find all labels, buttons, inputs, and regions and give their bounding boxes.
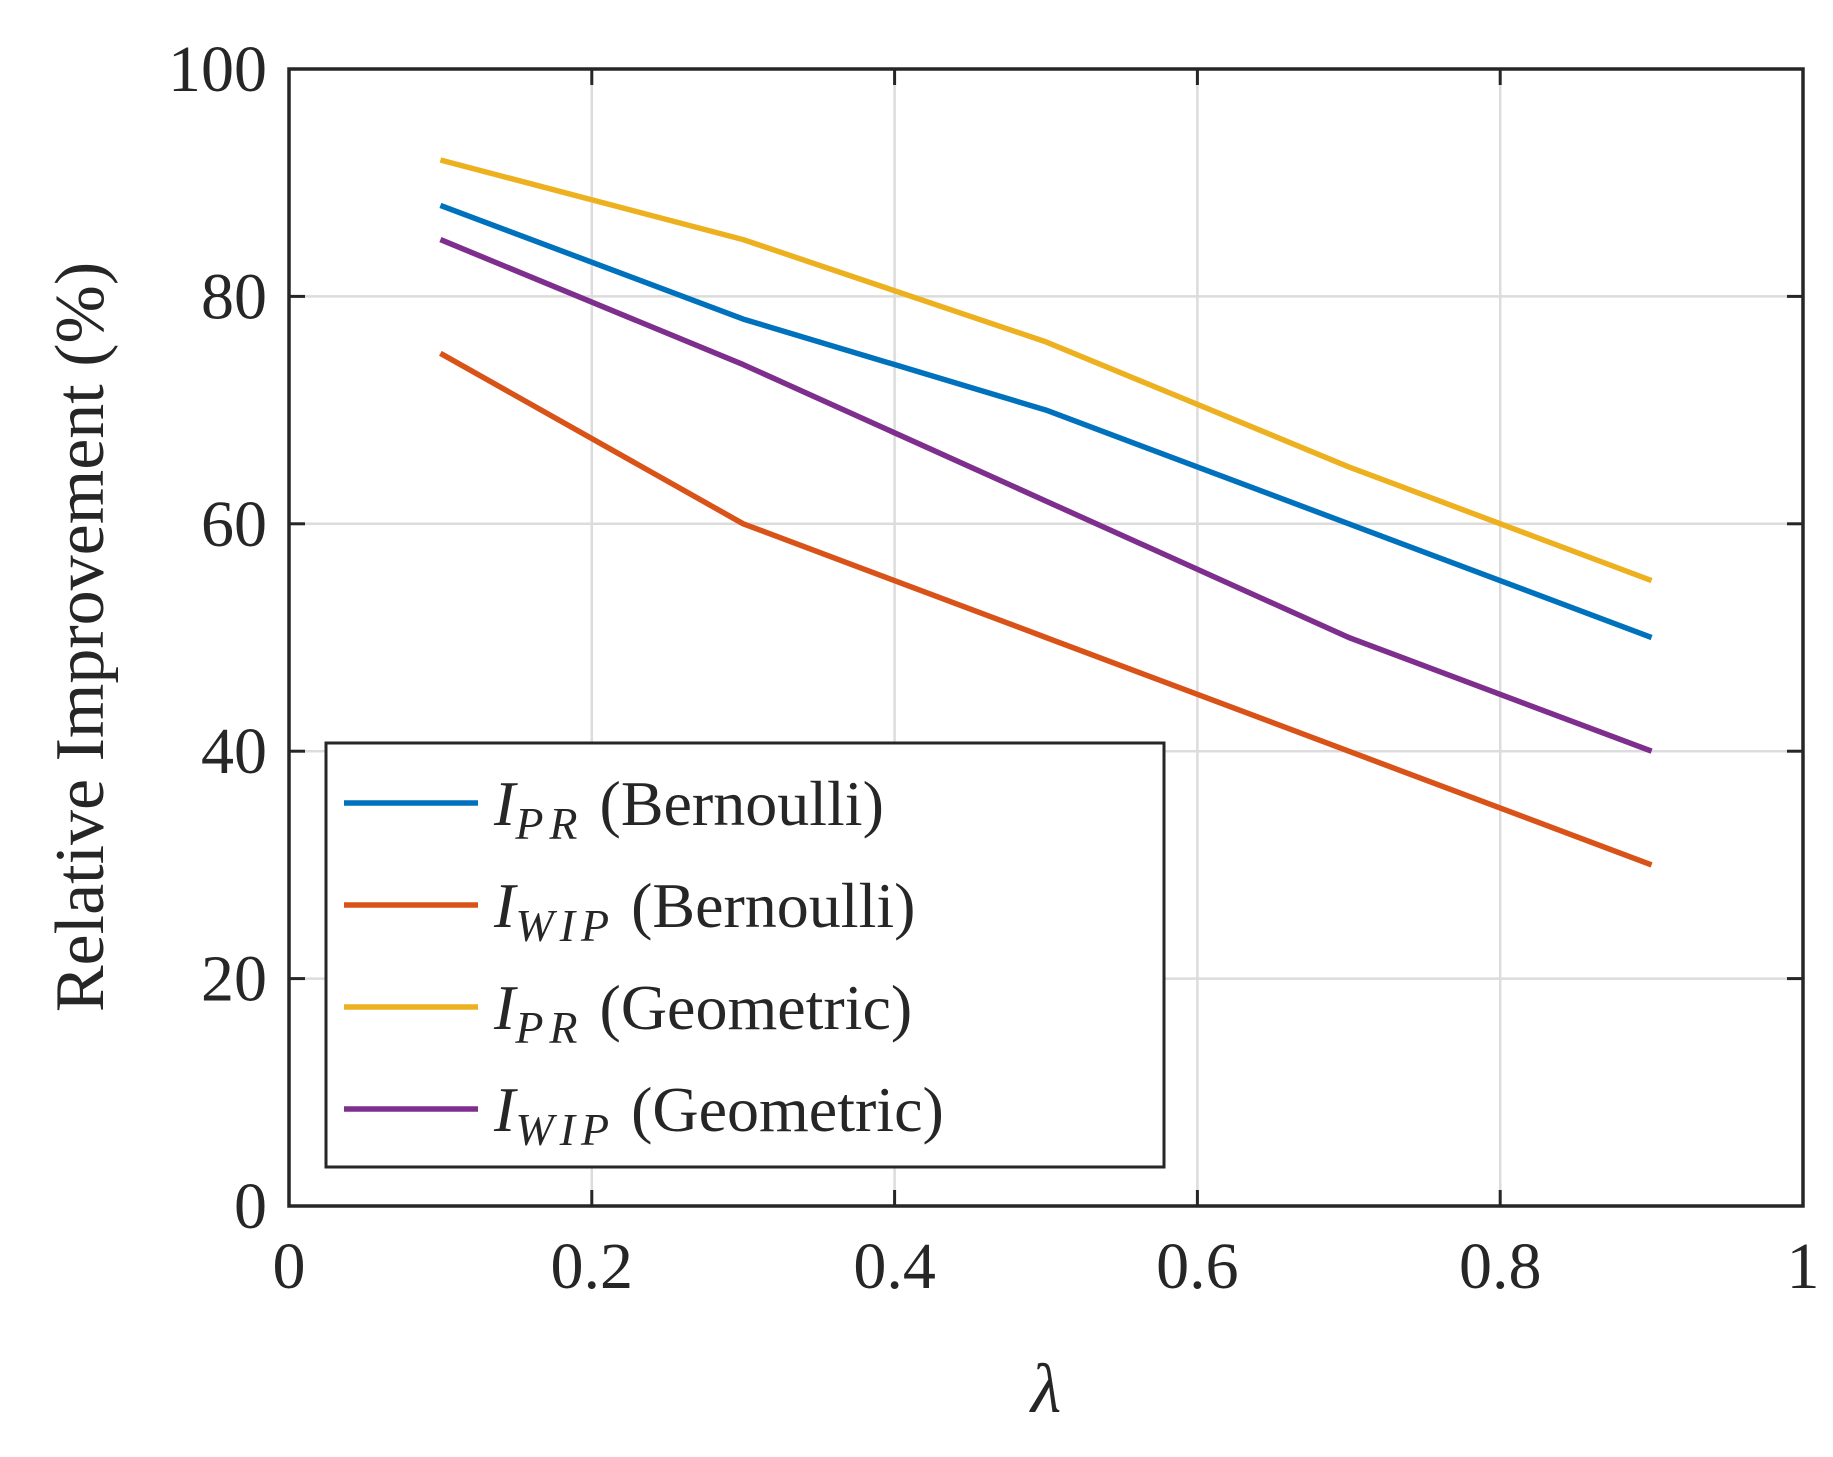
legend-symbol: I [493, 972, 518, 1043]
x-tick-label: 0.2 [551, 1230, 634, 1303]
y-tick-label: 0 [234, 1170, 267, 1243]
y-tick-label: 40 [201, 715, 267, 788]
legend-suffix: (Bernoulli) [584, 768, 884, 839]
series-lines [439, 157, 1653, 868]
y-tick-label: 20 [201, 943, 267, 1016]
series-line-3 [439, 157, 1653, 584]
legend-label-2: IWIP (Bernoulli) [493, 870, 915, 951]
legend-suffix: (Geometric) [615, 1074, 944, 1145]
legend-symbol: I [493, 1074, 518, 1145]
legend-label-3: IPR (Geometric) [493, 972, 912, 1053]
y-tick-label: 80 [201, 260, 267, 333]
legend-suffix: (Bernoulli) [615, 870, 915, 941]
x-tick-label: 1 [1787, 1230, 1820, 1303]
ticks: 0 0.2 0.4 0.6 0.8 1 0 20 40 60 80 100 [168, 33, 1820, 1303]
legend-suffix: (Geometric) [584, 972, 913, 1043]
legend-subscript: PR [514, 798, 583, 849]
x-tick-label: 0.4 [853, 1230, 936, 1303]
x-axis-title: λ [1029, 1351, 1061, 1428]
legend-subscript: WIP [515, 900, 615, 951]
legend-subscript: PR [514, 1002, 583, 1053]
y-axis-title: Relative Improvement (%) [42, 262, 119, 1012]
series-line-1 [439, 202, 1653, 641]
legend-symbol: I [493, 870, 518, 941]
legend-subscript: WIP [515, 1104, 615, 1155]
axes [287, 67, 1805, 1208]
legend-symbol: I [493, 768, 518, 839]
legend-label-4: IWIP (Geometric) [493, 1074, 944, 1155]
x-tick-label: 0 [273, 1230, 306, 1303]
y-tick-label: 60 [201, 488, 267, 561]
legend-label-1: IPR (Bernoulli) [493, 768, 884, 849]
x-tick-label: 0.6 [1156, 1230, 1239, 1303]
series-line-4 [439, 237, 1653, 754]
x-tick-label: 0.8 [1459, 1230, 1542, 1303]
y-tick-label: 100 [168, 33, 267, 106]
legend: IPR (Bernoulli)IWIP (Bernoulli)IPR (Geom… [324, 741, 1166, 1169]
series-line-2 [439, 350, 1653, 868]
axes-box [287, 67, 1805, 1208]
legend-box [324, 741, 1166, 1169]
